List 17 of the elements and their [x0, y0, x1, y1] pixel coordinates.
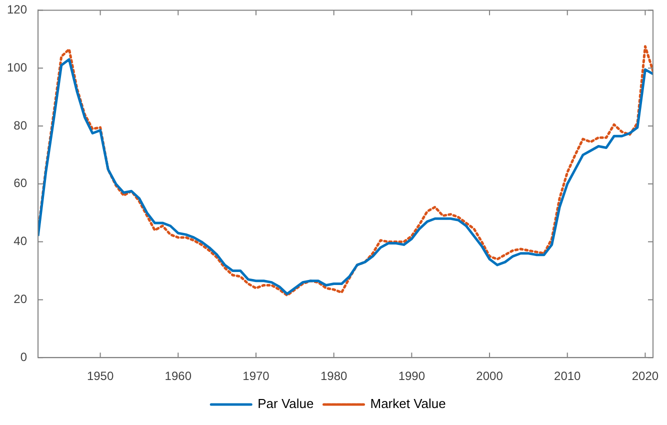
x-tick-label: 1950	[86, 369, 114, 384]
y-tick-label: 60	[14, 176, 28, 190]
x-tick-label: 1970	[242, 369, 270, 384]
y-tick-label: 120	[6, 2, 28, 17]
x-tick-label: 2010	[554, 369, 582, 384]
x-tick-label: 1960	[164, 369, 192, 384]
x-tick-label: 1990	[398, 369, 426, 384]
y-tick-label: 40	[14, 234, 28, 248]
x-tick-label: 2020	[632, 369, 659, 384]
legend-label: Par Value	[258, 396, 314, 412]
legend-label: Market Value	[370, 396, 446, 412]
y-tick-label: 100	[6, 60, 28, 74]
y-tick-label: 0	[20, 350, 28, 364]
x-tick-label: 2000	[476, 369, 504, 384]
y-tick-label: 20	[14, 292, 28, 306]
x-tick-label: 1980	[320, 369, 348, 384]
y-tick-label: 80	[14, 118, 28, 132]
